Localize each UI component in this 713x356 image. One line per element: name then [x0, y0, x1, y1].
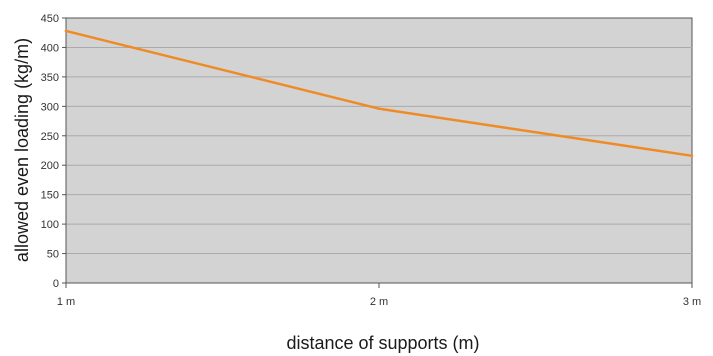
y-tick-label: 400 — [41, 42, 59, 54]
y-tick-label: 150 — [41, 190, 59, 202]
y-tick-label: 300 — [41, 101, 59, 113]
y-axis-ticks: 0 50 100 150 200 250 300 350 400 450 — [41, 13, 66, 290]
y-tick-label: 200 — [41, 160, 59, 172]
x-tick-label: 3 m — [683, 296, 701, 308]
y-tick-label: 0 — [53, 278, 59, 290]
data-point — [690, 154, 694, 158]
x-axis-title: distance of supports (m) — [286, 333, 479, 353]
data-point — [377, 107, 381, 110]
y-tick-label: 100 — [41, 219, 59, 231]
y-tick-label: 350 — [41, 72, 59, 84]
y-axis-title: allowed even loading (kg/m) — [12, 38, 32, 262]
y-tick-label: 450 — [41, 13, 59, 25]
series-group — [64, 29, 694, 158]
x-tick-label: 2 m — [370, 296, 388, 308]
x-axis-ticks: 1 m 2 m 3 m — [57, 283, 701, 308]
gridlines — [66, 46, 692, 255]
plot-area — [65, 17, 693, 284]
data-point — [64, 29, 68, 33]
y-tick-label: 50 — [47, 249, 59, 261]
x-tick-label: 1 m — [57, 296, 75, 308]
y-tick-label: 250 — [41, 131, 59, 143]
